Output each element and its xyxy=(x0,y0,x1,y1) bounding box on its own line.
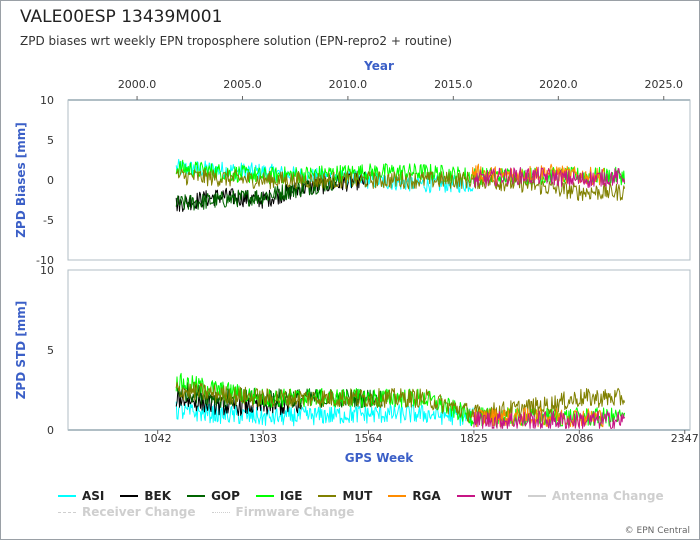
gps-week-tick-label: 1042 xyxy=(144,432,172,445)
std-y-tick-label: 5 xyxy=(47,344,54,357)
biases-y-tick-label: 5 xyxy=(47,134,54,147)
legend-label: RGA xyxy=(412,489,441,503)
gps-week-tick-label: 1303 xyxy=(249,432,277,445)
legend-swatch xyxy=(58,495,76,497)
legend-row-1: ASI BEK GOP IGE MUT RGA WUT Antenna Change xyxy=(58,488,698,504)
legend-item-gop[interactable]: GOP xyxy=(187,488,240,504)
legend-swatch xyxy=(388,495,407,497)
year-axis-label: Year xyxy=(363,59,394,73)
legend-item-mut[interactable]: MUT xyxy=(318,488,372,504)
gps-week-tick-label: 1825 xyxy=(460,432,488,445)
biases-panel xyxy=(67,99,691,261)
std-y-axis-label: ZPD STD [mm] xyxy=(14,301,28,400)
legend-swatch xyxy=(187,495,206,497)
series-line-mut xyxy=(175,168,626,201)
legend-item-receiver-change[interactable]: Receiver Change xyxy=(58,504,196,520)
legend-label: Antenna Change xyxy=(551,489,664,503)
std-y-tick-label: 10 xyxy=(40,264,54,277)
series-line-bek xyxy=(175,389,302,416)
std-panel xyxy=(67,269,691,431)
series-line-gop xyxy=(175,172,343,211)
legend-swatch xyxy=(58,511,76,513)
legend-swatch xyxy=(120,495,139,497)
tick-labels: 2000.0 2005.0 2010.0 2015.0 2020.0 2025.0 1042… xyxy=(36,78,699,445)
series-line-wut xyxy=(473,166,626,188)
biases-y-axis-label: ZPD Biases [mm] xyxy=(14,122,28,238)
legend-swatch xyxy=(255,495,274,497)
legend-swatch xyxy=(318,495,337,497)
legend-label: GOP xyxy=(211,489,240,503)
legend-item-firmware-change[interactable]: Firmware Change xyxy=(211,504,355,520)
legend-row-2: Receiver Change Firmware Change xyxy=(58,504,698,520)
year-tick-label: 2010.0 xyxy=(329,78,368,91)
legend-label: MUT xyxy=(342,489,373,503)
year-tick-label: 2000.0 xyxy=(118,78,157,91)
year-tick-label: 2020.0 xyxy=(539,78,578,91)
credit-text: © EPN Central xyxy=(624,526,690,536)
legend-label: Receiver Change xyxy=(82,505,196,519)
biases-y-tick-label: 10 xyxy=(40,94,54,107)
gps-week-tick-label: 2347 xyxy=(671,432,699,445)
gps-week-tick-label: 2086 xyxy=(565,432,593,445)
biases-y-tick-label: -5 xyxy=(43,214,54,227)
legend-item-asi[interactable]: ASI xyxy=(58,488,104,504)
legend-label: Firmware Change xyxy=(235,505,355,519)
biases-series xyxy=(175,158,626,212)
legend-swatch xyxy=(456,495,475,497)
biases-y-tick-label: 0 xyxy=(47,174,54,187)
year-tick-label: 2015.0 xyxy=(434,78,473,91)
legend: ASI BEK GOP IGE MUT RGA WUT Antenna Change Rece… xyxy=(58,488,698,520)
legend-label: WUT xyxy=(480,489,512,503)
gps-week-axis-label: GPS Week xyxy=(345,451,415,465)
series-line-mut xyxy=(175,381,626,423)
chart-title: VALE00ESP 13439M001 xyxy=(20,7,223,27)
legend-item-antenna-change[interactable]: Antenna Change xyxy=(527,488,664,504)
series-line-gop xyxy=(176,382,383,409)
year-tick-label: 2025.0 xyxy=(644,78,683,91)
legend-label: BEK xyxy=(144,489,172,503)
series-line-wut xyxy=(473,410,626,429)
legend-item-bek[interactable]: BEK xyxy=(120,488,171,504)
biases-y-tick-label: -10 xyxy=(36,254,54,267)
legend-label: IGE xyxy=(279,489,303,503)
legend-item-wut[interactable]: WUT xyxy=(456,488,512,504)
year-tick-label: 2005.0 xyxy=(223,78,262,91)
gps-week-tick-label: 1564 xyxy=(354,432,382,445)
std-y-tick-label: 0 xyxy=(47,424,54,437)
legend-label: ASI xyxy=(82,489,105,503)
series-line-asi xyxy=(175,401,474,427)
legend-item-ige[interactable]: IGE xyxy=(255,488,303,504)
chart-subtitle: ZPD biases wrt weekly EPN troposphere so… xyxy=(20,34,453,48)
legend-item-rga[interactable]: RGA xyxy=(388,488,441,504)
legend-swatch xyxy=(211,511,230,513)
std-series xyxy=(175,372,626,429)
legend-swatch xyxy=(527,495,546,497)
